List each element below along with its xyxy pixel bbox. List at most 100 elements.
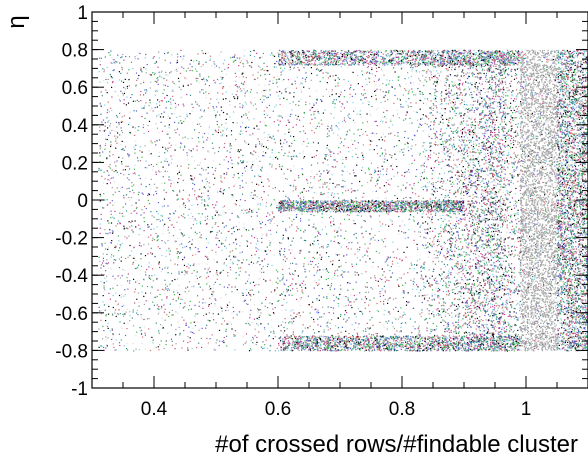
data-point bbox=[259, 98, 262, 100]
data-point bbox=[248, 292, 250, 294]
data-point bbox=[293, 317, 295, 319]
data-point bbox=[471, 116, 473, 118]
data-point bbox=[254, 78, 256, 81]
data-point bbox=[502, 257, 504, 260]
data-point bbox=[111, 81, 114, 84]
data-point bbox=[537, 154, 539, 157]
data-point bbox=[335, 296, 337, 298]
data-point bbox=[158, 308, 160, 310]
data-point bbox=[363, 156, 365, 158]
data-point bbox=[573, 61, 575, 63]
data-point bbox=[522, 269, 524, 272]
data-point bbox=[282, 274, 284, 276]
data-point bbox=[573, 86, 575, 88]
data-point bbox=[577, 175, 579, 177]
data-point bbox=[554, 243, 557, 245]
data-point bbox=[289, 115, 291, 117]
data-point bbox=[149, 109, 151, 111]
data-point bbox=[236, 243, 238, 245]
data-point bbox=[464, 300, 466, 302]
data-point bbox=[226, 113, 228, 115]
data-point bbox=[189, 265, 191, 267]
data-point bbox=[137, 314, 139, 316]
data-point bbox=[444, 93, 447, 95]
data-point bbox=[467, 166, 469, 168]
data-point bbox=[172, 298, 174, 300]
data-point bbox=[424, 318, 427, 320]
data-point bbox=[291, 347, 293, 349]
data-point bbox=[560, 128, 562, 130]
data-point bbox=[381, 290, 383, 292]
data-point bbox=[527, 77, 529, 79]
data-point bbox=[509, 201, 511, 203]
data-point bbox=[282, 278, 284, 280]
data-point bbox=[140, 245, 142, 247]
data-point bbox=[430, 100, 432, 102]
data-point bbox=[258, 249, 260, 251]
data-point bbox=[329, 75, 331, 77]
data-point bbox=[132, 231, 134, 234]
data-point bbox=[467, 76, 469, 78]
data-point bbox=[169, 219, 171, 221]
data-point bbox=[206, 263, 208, 265]
data-point bbox=[143, 132, 145, 134]
data-point bbox=[98, 346, 100, 348]
data-point bbox=[225, 156, 227, 158]
data-point bbox=[349, 117, 351, 119]
data-point bbox=[194, 194, 196, 196]
data-point bbox=[112, 313, 114, 315]
data-point bbox=[362, 93, 365, 95]
data-point bbox=[121, 148, 124, 151]
data-point bbox=[342, 103, 344, 105]
data-point bbox=[321, 216, 323, 218]
data-point bbox=[140, 329, 143, 331]
data-point bbox=[480, 66, 482, 68]
data-point bbox=[132, 263, 134, 265]
data-point bbox=[143, 217, 145, 219]
data-point bbox=[412, 288, 414, 290]
data-point bbox=[538, 344, 541, 346]
data-point bbox=[414, 66, 416, 68]
data-point bbox=[120, 148, 123, 151]
data-point bbox=[337, 242, 339, 244]
data-point bbox=[353, 133, 355, 135]
data-point bbox=[460, 115, 462, 117]
data-point bbox=[276, 287, 278, 289]
data-point bbox=[403, 292, 405, 294]
data-point bbox=[213, 319, 215, 321]
data-point bbox=[186, 94, 188, 96]
data-point bbox=[205, 178, 207, 180]
data-point bbox=[423, 185, 425, 187]
data-point bbox=[414, 65, 417, 68]
data-point bbox=[242, 122, 244, 124]
data-point bbox=[266, 70, 268, 72]
data-point bbox=[518, 106, 520, 108]
data-point bbox=[368, 333, 370, 335]
data-point bbox=[511, 277, 513, 279]
data-point bbox=[182, 103, 184, 105]
data-point bbox=[240, 242, 242, 244]
data-point bbox=[430, 213, 432, 215]
data-point bbox=[479, 78, 481, 80]
data-point bbox=[277, 277, 279, 279]
data-point bbox=[273, 312, 275, 315]
data-point bbox=[560, 203, 562, 205]
data-point bbox=[241, 162, 243, 164]
data-point bbox=[279, 166, 281, 168]
data-point bbox=[222, 62, 224, 64]
data-point bbox=[240, 160, 242, 162]
data-point bbox=[575, 104, 577, 107]
data-point bbox=[258, 309, 260, 311]
data-point bbox=[352, 143, 354, 145]
data-point bbox=[140, 253, 142, 255]
data-point bbox=[501, 307, 503, 309]
data-point bbox=[513, 109, 515, 111]
data-point bbox=[469, 163, 471, 165]
data-point bbox=[388, 269, 390, 271]
data-point bbox=[398, 140, 400, 142]
data-point bbox=[546, 96, 548, 98]
data-point bbox=[348, 218, 350, 220]
data-point bbox=[361, 85, 363, 88]
data-point bbox=[135, 72, 138, 74]
data-point bbox=[413, 239, 415, 241]
